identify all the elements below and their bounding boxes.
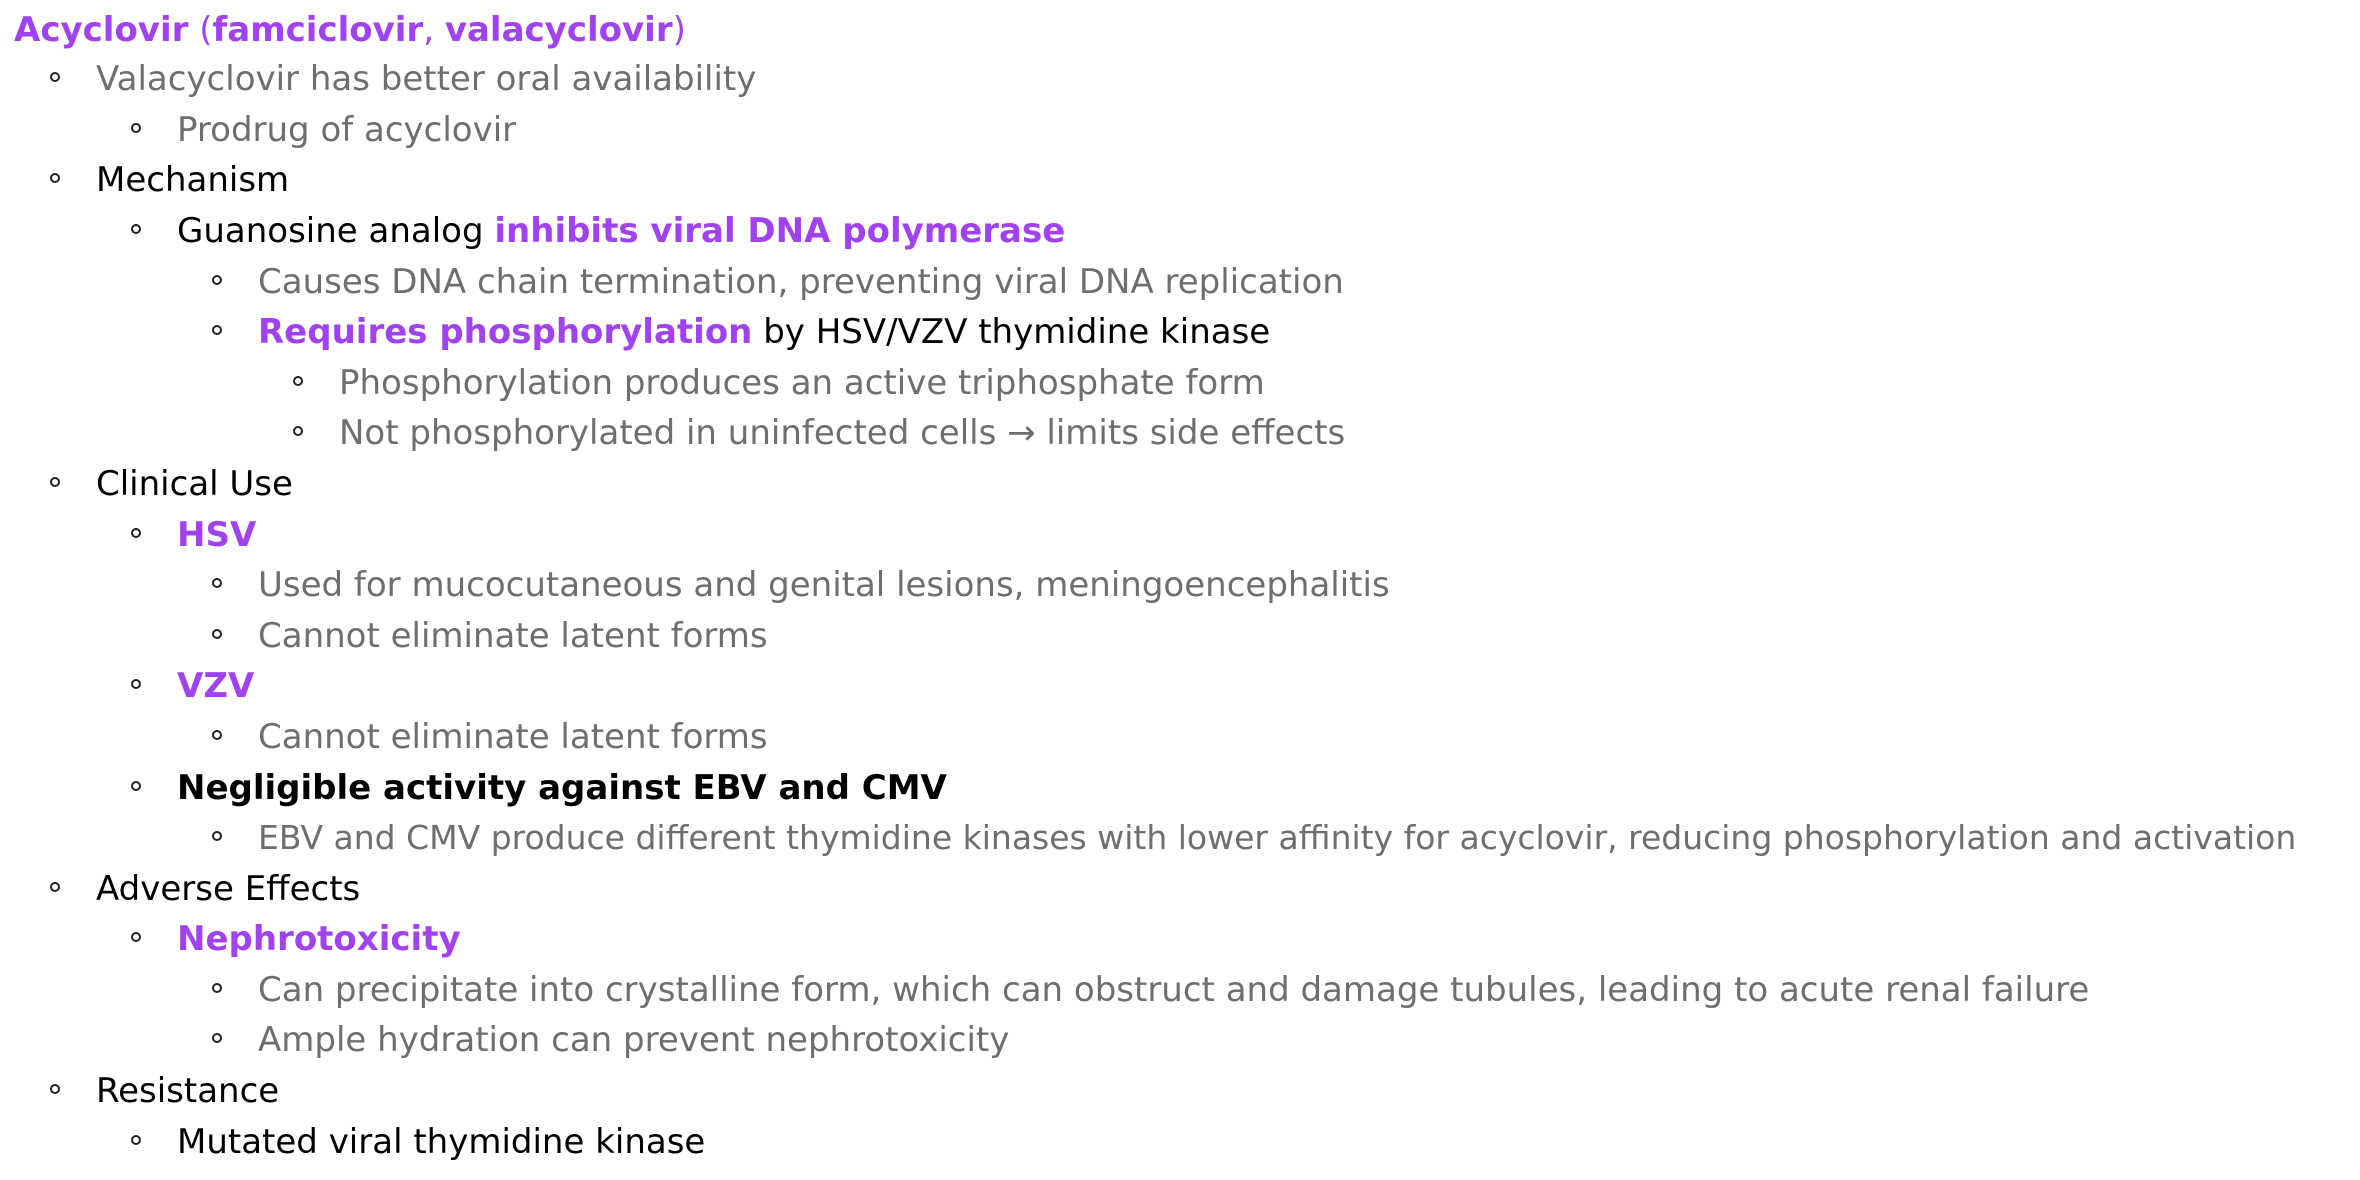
bullet-icon	[131, 781, 141, 791]
section-heading-clinical-use: Clinical Use	[50, 459, 293, 509]
bullet-icon	[50, 882, 60, 892]
bullet-icon	[50, 477, 60, 487]
bullet-icon	[131, 679, 141, 689]
bullet-icon	[50, 1084, 60, 1094]
list-item: Can precipitate into crystalline form, w…	[212, 965, 2089, 1015]
title-paren-close: )	[672, 10, 686, 50]
section-heading-adverse-effects: Adverse Effects	[50, 864, 360, 914]
section-heading-resistance: Resistance	[50, 1066, 279, 1116]
bullet-icon	[212, 983, 222, 993]
bullet-icon	[293, 426, 303, 436]
highlight-text: HSV	[177, 515, 257, 555]
bullet-icon	[212, 730, 222, 740]
highlight-text: Nephrotoxicity	[177, 919, 461, 959]
section-heading-mechanism: Mechanism	[50, 155, 289, 205]
bullet-icon	[50, 72, 60, 82]
bullet-icon	[212, 578, 222, 588]
bullet-icon	[131, 123, 141, 133]
list-item: Not phosphorylated in uninfected cells →…	[293, 408, 1345, 458]
bullet-icon	[50, 173, 60, 183]
bullet-icon	[212, 831, 222, 841]
bullet-icon	[212, 629, 222, 639]
list-item: Guanosine analog inhibits viral DNA poly…	[131, 206, 1066, 256]
bullet-icon	[131, 528, 141, 538]
bullet-icon	[212, 1033, 222, 1043]
list-item: Used for mucocutaneous and genital lesio…	[212, 560, 1390, 610]
highlight-text: Requires phosphorylation	[258, 312, 753, 352]
list-item: VZV	[131, 661, 255, 711]
bullet-icon	[131, 224, 141, 234]
page-title: Acyclovir (famciclovir, valacyclovir)	[14, 10, 686, 50]
list-item: Nephrotoxicity	[131, 914, 461, 964]
list-item: Phosphorylation produces an active triph…	[293, 358, 1265, 408]
list-item: Ample hydration can prevent nephrotoxici…	[212, 1015, 1009, 1065]
title-valacyclovir: valacyclovir	[444, 10, 673, 50]
bullet-icon	[212, 325, 222, 335]
bullet-icon	[131, 932, 141, 942]
list-item: Valacyclovir has better oral availabilit…	[50, 54, 756, 104]
list-item: Cannot eliminate latent forms	[212, 611, 768, 661]
highlight-text: inhibits viral DNA polymerase	[494, 211, 1066, 251]
list-item: Requires phosphorylation by HSV/VZV thym…	[212, 307, 1270, 357]
list-item: Mutated viral thymidine kinase	[131, 1117, 705, 1167]
list-item: EBV and CMV produce different thymidine …	[212, 813, 2296, 863]
list-item: Negligible activity against EBV and CMV	[131, 763, 947, 813]
title-famciclovir: famciclovir	[212, 10, 424, 50]
list-item: Cannot eliminate latent forms	[212, 712, 768, 762]
list-item: Prodrug of acyclovir	[131, 105, 516, 155]
title-drug: Acyclovir	[14, 10, 189, 50]
bullet-icon	[131, 1135, 141, 1145]
bullet-icon	[212, 275, 222, 285]
title-paren-open: (	[188, 10, 213, 50]
list-item: Causes DNA chain termination, preventing…	[212, 257, 1344, 307]
highlight-text: VZV	[177, 666, 255, 706]
bullet-icon	[293, 376, 303, 386]
title-comma: ,	[423, 10, 445, 50]
list-item: HSV	[131, 510, 257, 560]
